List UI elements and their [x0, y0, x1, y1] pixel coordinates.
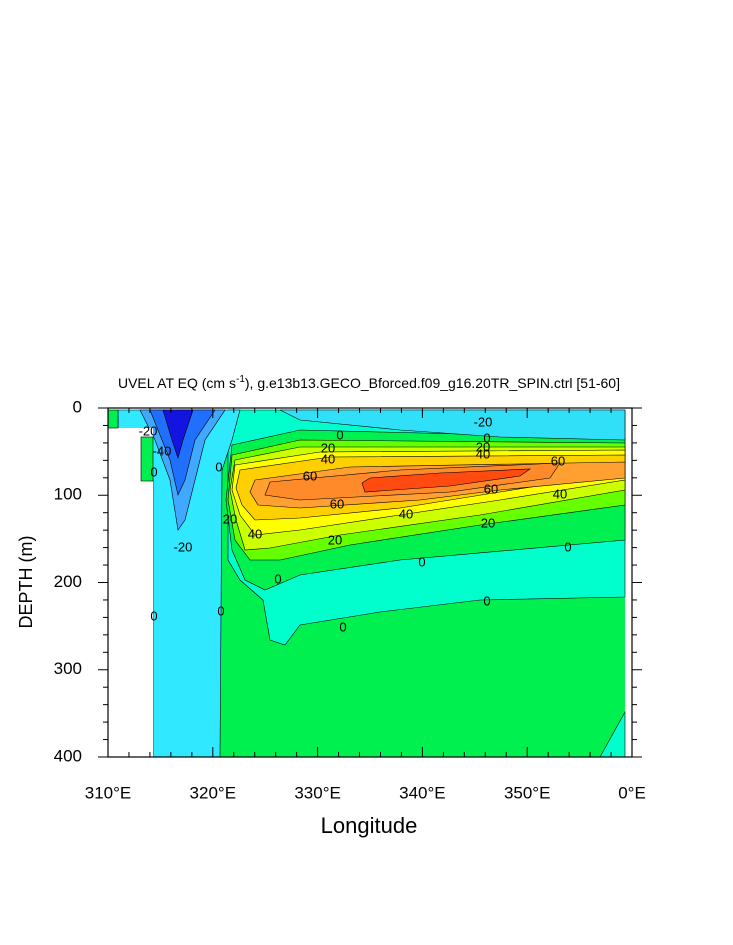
- y-tick-label: 0: [73, 397, 82, 416]
- x-tick-label: 310°E: [85, 783, 132, 802]
- contour-fill: [149, 409, 216, 496]
- contour-label: 60: [551, 453, 565, 468]
- contour-fill: [140, 436, 154, 482]
- contour-label: 0: [564, 539, 571, 554]
- contour-label: 60: [484, 481, 498, 496]
- contour-fills: [107, 409, 626, 758]
- contour-label: 20: [321, 440, 335, 455]
- x-tick-label: 340°E: [399, 783, 446, 802]
- contour-fill: [107, 409, 119, 429]
- title-superscript: -1: [236, 374, 245, 385]
- contour-fill: [361, 468, 532, 493]
- contour-label: 20: [476, 439, 490, 454]
- x-axis-label: Longitude: [321, 813, 418, 838]
- contour-label: 40: [399, 506, 413, 521]
- x-tick-label: 330°E: [294, 783, 341, 802]
- contour-label: 0: [483, 430, 490, 445]
- contour-label: 60: [303, 468, 317, 483]
- contour-label: 40: [553, 486, 567, 501]
- chart-title: UVEL AT EQ (cm s-1), g.e13b13.GECO_Bforc…: [118, 374, 620, 391]
- contour-label: -20: [174, 539, 193, 554]
- contour-label: -20: [139, 423, 158, 438]
- contour-label: 0: [483, 593, 490, 608]
- contour-label: 0: [274, 571, 281, 586]
- contour-label: 0: [215, 459, 222, 474]
- contour-label: 0: [217, 603, 224, 618]
- contour-label: 40: [476, 446, 490, 461]
- contour-fill: [279, 409, 626, 441]
- contour-label: 20: [481, 515, 495, 530]
- contour-label: 0: [339, 619, 346, 634]
- contour-label: -40: [153, 443, 172, 458]
- contour-label: 40: [321, 451, 335, 466]
- contour-label: 20: [223, 511, 237, 526]
- contour-label: 0: [150, 608, 157, 623]
- y-tick-label: 200: [54, 572, 82, 591]
- y-tick-label: 100: [54, 485, 82, 504]
- contour-label: 40: [248, 526, 262, 541]
- x-tick-label: 0°E: [618, 783, 646, 802]
- x-tick-label: 320°E: [190, 783, 237, 802]
- contour-label: -20: [474, 414, 493, 429]
- y-tick-label: 300: [54, 659, 82, 678]
- contour-label: 0: [336, 427, 343, 442]
- land-mask: [108, 428, 153, 757]
- title-rest: ), g.e13b13.GECO_Bforced.f09_g16.20TR_SP…: [245, 375, 620, 391]
- title-main: UVEL AT EQ (cm s: [118, 375, 236, 391]
- contour-fill: [162, 409, 194, 460]
- contour-label: 0: [418, 554, 425, 569]
- y-tick-label: 400: [54, 746, 82, 765]
- contour-label: 60: [330, 496, 344, 511]
- contour-label: 0: [150, 464, 157, 479]
- contour-label: 20: [328, 532, 342, 547]
- y-axis-label: DEPTH (m): [16, 536, 36, 629]
- x-tick-label: 350°E: [504, 783, 551, 802]
